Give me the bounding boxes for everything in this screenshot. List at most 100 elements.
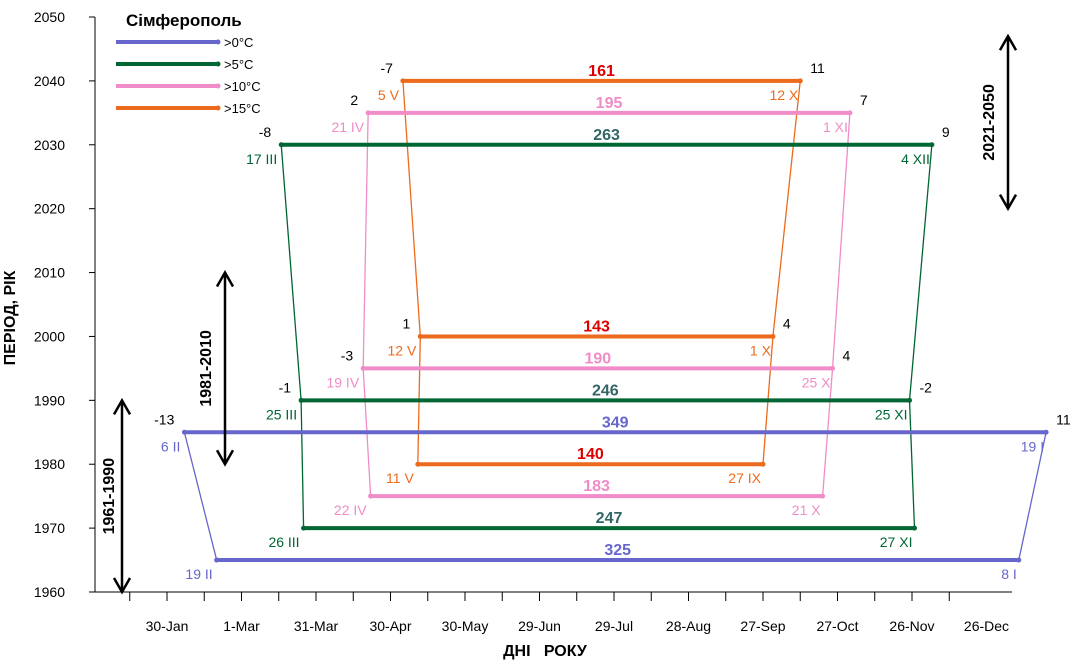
duration-label: 247 <box>596 510 623 527</box>
start-date-label: 21 IV <box>331 119 364 135</box>
x-tick-label: 1-Mar <box>223 618 260 634</box>
end-date-label: 25 XI <box>875 406 908 422</box>
x-tick-label: 30-Jan <box>146 618 189 634</box>
end-anomaly-label: 4 <box>843 347 851 363</box>
bar-start-point <box>360 365 366 371</box>
duration-label: 325 <box>604 542 631 559</box>
duration-label: 140 <box>577 446 604 463</box>
start-anomaly-label: -1 <box>279 379 292 395</box>
bar-start-point <box>181 429 187 435</box>
series-connector-start <box>362 112 369 369</box>
start-anomaly-label: -13 <box>154 411 174 427</box>
legend-label: >10°C <box>224 79 261 94</box>
x-tick-label: 26-Nov <box>889 618 934 634</box>
end-anomaly-label: 7 <box>860 92 868 108</box>
period-arrow-head-up <box>215 270 235 288</box>
start-date-label: 22 IV <box>334 502 367 518</box>
bar-start-point <box>278 142 284 148</box>
bar-start-point <box>298 397 304 403</box>
period-label: 2021-2050 <box>981 84 998 161</box>
start-date-label: 12 V <box>387 342 416 358</box>
y-tick-label: 2050 <box>34 9 65 25</box>
bar-end-point <box>911 525 917 531</box>
x-tick-label: 26-Dec <box>964 618 1009 634</box>
end-date-label: 25 X <box>802 374 831 390</box>
bars <box>181 78 1049 563</box>
bar-start-point <box>365 110 371 116</box>
end-date-label: 8 I <box>1001 566 1017 582</box>
start-date-label: 19 IV <box>326 374 359 390</box>
bar-end-point <box>820 493 826 499</box>
y-tick-label: 1980 <box>34 456 65 472</box>
bar-end-point <box>1016 557 1022 563</box>
duration-label: 349 <box>602 414 629 431</box>
legend-swatch-dot <box>215 83 221 89</box>
bar-start-point <box>214 557 220 563</box>
bar-end-point <box>907 397 913 403</box>
x-tick-label: 28-Aug <box>666 618 711 634</box>
x-tick-label: 30-Apr <box>369 618 411 634</box>
bar-end-point <box>847 110 853 116</box>
duration-label: 263 <box>593 127 620 144</box>
start-anomaly-label: -7 <box>380 60 393 76</box>
end-anomaly-label: 11 <box>1056 411 1071 427</box>
bar-end-point <box>830 365 836 371</box>
series-connector-start <box>183 432 218 561</box>
x-axis-title: ДНІ РОКУ <box>503 643 588 660</box>
bar-start-point <box>417 333 423 339</box>
legend-swatch-dot <box>215 39 221 45</box>
bar-end-point <box>1043 429 1049 435</box>
bar-end-point <box>770 333 776 339</box>
period-arrow-head-down <box>998 194 1018 212</box>
start-date-label: 5 V <box>378 87 400 103</box>
duration-label: 183 <box>583 478 610 495</box>
bar-start-point <box>368 493 374 499</box>
end-date-label: 1 XI <box>823 119 848 135</box>
end-anomaly-label: 4 <box>783 315 791 331</box>
legend-title: Сімферополь <box>126 11 242 30</box>
axes: 1960 1970 1980 1990 2000 2010 2020 2030 2040 2050… <box>34 9 1012 634</box>
start-anomaly-label: 2 <box>350 92 358 108</box>
y-tick-label: 2010 <box>34 265 65 281</box>
legend-label: >5°C <box>224 57 253 72</box>
bar-end-point <box>760 461 766 467</box>
series-connector-end <box>831 112 851 369</box>
period-label: 1981-2010 <box>198 330 215 407</box>
bar-start-point <box>301 525 307 531</box>
series-connector-end <box>772 80 801 337</box>
bar-start-point <box>400 78 406 84</box>
duration-label: 161 <box>588 63 615 80</box>
duration-label: 195 <box>596 95 623 112</box>
y-tick-label: 1960 <box>34 584 65 600</box>
bar-end-point <box>797 78 803 84</box>
period-arrow-head-up <box>112 397 132 415</box>
x-tick-label: 29-Jul <box>595 618 633 634</box>
x-tick-label: 29-Jun <box>518 618 561 634</box>
series-connector-start <box>280 144 302 401</box>
y-tick-label: 2020 <box>34 201 65 217</box>
start-date-label: 25 III <box>266 406 297 422</box>
end-anomaly-label: -2 <box>920 379 933 395</box>
start-anomaly-label: 1 <box>403 315 411 331</box>
duration-label: 143 <box>583 318 610 335</box>
start-date-label: 6 II <box>161 438 180 454</box>
end-date-label: 4 XII <box>901 151 930 167</box>
legend: Сімферополь >0°C >5°C >10°C >15°C <box>116 11 261 116</box>
y-tick-label: 2030 <box>34 137 65 153</box>
series-connector-start <box>300 400 305 529</box>
start-anomaly-label: -8 <box>259 124 272 140</box>
period-label: 1961-1990 <box>101 458 118 535</box>
end-date-label: 12 X <box>769 87 798 103</box>
y-axis-title: ПЕРІОД, РІК <box>2 270 19 365</box>
series-connector-start <box>402 80 421 337</box>
period-arrow-head-down <box>112 577 132 595</box>
bar-start-point <box>415 461 421 467</box>
series-connector-end <box>908 400 916 529</box>
end-date-label: 27 XI <box>880 534 913 550</box>
start-date-label: 11 V <box>386 470 414 486</box>
end-anomaly-label: 9 <box>942 124 950 140</box>
period-arrow-head-down <box>215 449 235 467</box>
legend-label: >0°C <box>224 35 253 50</box>
